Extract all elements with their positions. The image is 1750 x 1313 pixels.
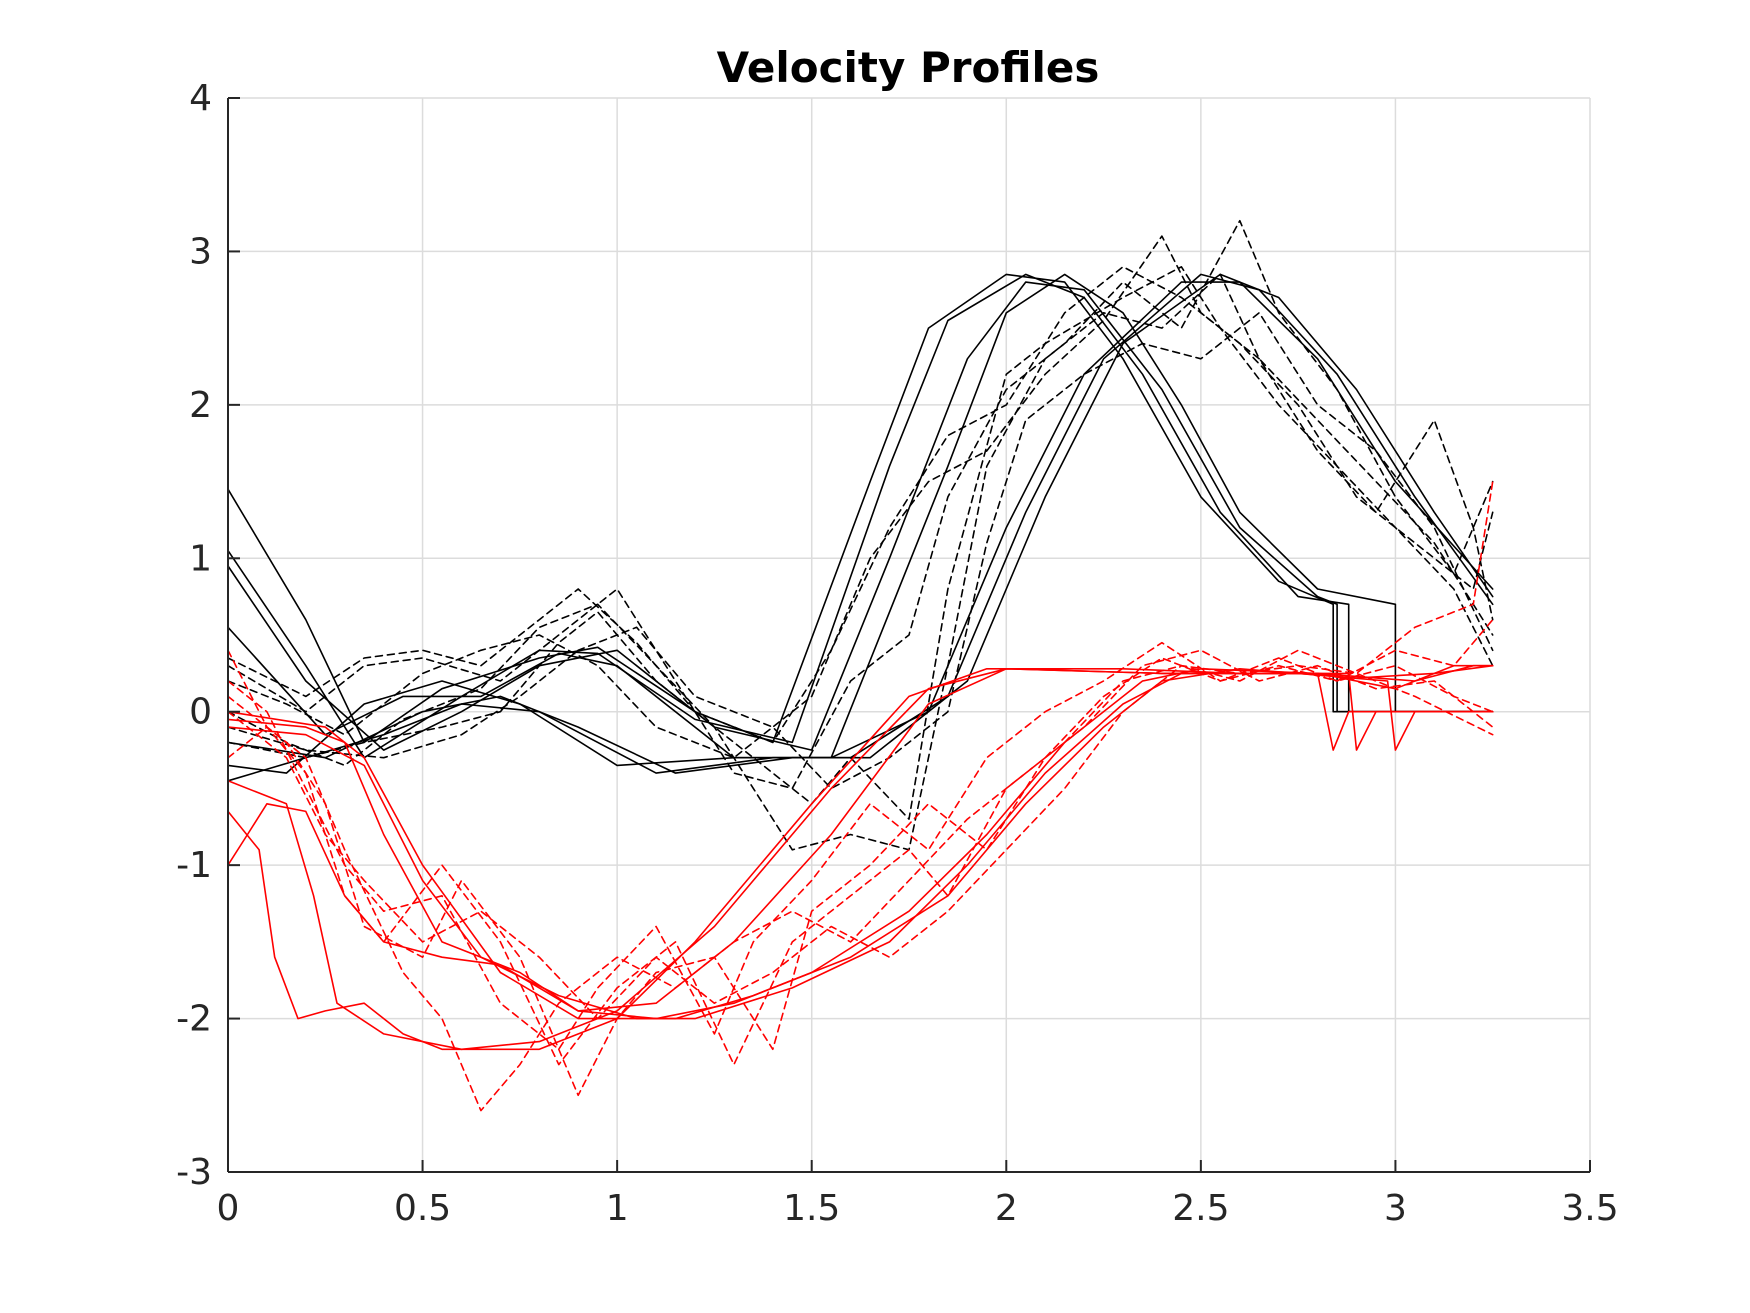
red-dashed-series-line-22 <box>227 641 1494 1051</box>
black-dashed-series-line-8 <box>227 266 1494 820</box>
y-tick-label: -2 <box>176 999 212 1040</box>
series-layer <box>227 219 1494 1112</box>
y-tick-label: 0 <box>189 692 212 733</box>
black-solid-series-line-3 <box>227 281 1494 774</box>
black-dashed-series-line-11 <box>227 266 1494 744</box>
chart-title: Velocity Profiles <box>717 43 1100 92</box>
red-dashed-series-line-21 <box>227 649 1494 1112</box>
ticks-layer: 0 0.5 1 1.5 2 2.5 3 3.5 -3 -2 -1 0 1 2 3 4 <box>176 78 1619 1229</box>
y-tick-label: -1 <box>176 845 212 886</box>
black-dashed-series-line-7 <box>227 219 1494 790</box>
y-tick-label: 1 <box>189 538 212 579</box>
black-solid-series-line-6 <box>227 281 1494 751</box>
black-solid-series-line-2 <box>227 273 1494 759</box>
red-solid-series-line-14 <box>227 668 1494 1051</box>
red-solid-series-line-16 <box>227 664 1494 1020</box>
y-tick-label: 4 <box>189 78 212 119</box>
red-dashed-series-line-19 <box>227 480 1494 1066</box>
y-tick-label: 3 <box>189 231 212 272</box>
y-tick-label: -3 <box>176 1152 212 1193</box>
x-tick-label: 1 <box>606 1188 629 1229</box>
black-dashed-series-line-10 <box>227 235 1494 759</box>
black-dashed-series-line-12 <box>227 312 1494 790</box>
x-tick-label: 0 <box>217 1188 240 1229</box>
red-solid-series-line-18 <box>227 664 1494 1020</box>
red-solid-series-line-13 <box>227 668 1494 1051</box>
red-dashed-series-line-23 <box>227 664 1494 1020</box>
x-tick-label: 3 <box>1384 1188 1407 1229</box>
x-tick-label: 2 <box>995 1188 1018 1229</box>
black-solid-series-line-4 <box>227 273 1494 782</box>
y-tick-label: 2 <box>189 385 212 426</box>
x-tick-label: 2.5 <box>1172 1188 1229 1229</box>
grid-layer <box>227 97 1591 1173</box>
black-dashed-series-line-9 <box>227 273 1494 851</box>
red-solid-series-line-17 <box>227 664 1494 1020</box>
red-solid-series-line-15 <box>227 668 1494 1012</box>
red-dashed-series-line-20 <box>227 618 1494 1097</box>
axes-layer <box>227 98 1590 1173</box>
x-tick-label: 0.5 <box>394 1188 451 1229</box>
x-tick-label: 3.5 <box>1561 1188 1618 1229</box>
black-solid-series-line-5 <box>227 273 1494 774</box>
x-tick-label: 1.5 <box>783 1188 840 1229</box>
